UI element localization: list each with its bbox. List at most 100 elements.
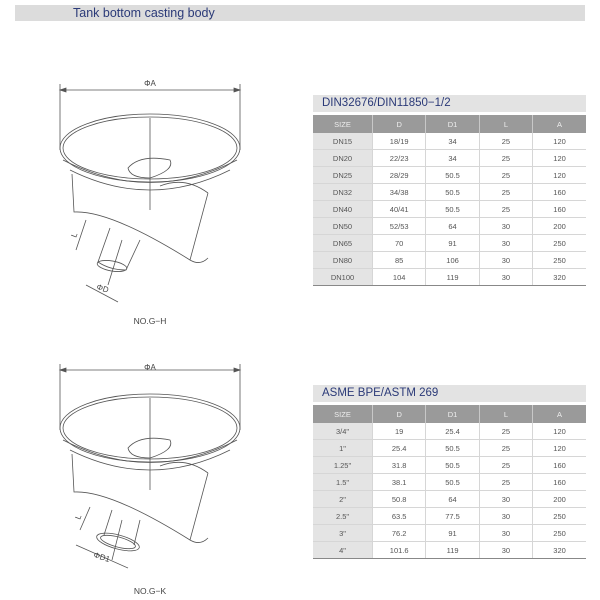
table-row: DN32 34/38 50.5 25 160 <box>313 183 586 201</box>
cell-size: DN25 <box>313 166 373 184</box>
table-row: DN40 40/41 50.5 25 160 <box>313 200 586 218</box>
cell-a: 250 <box>532 251 586 269</box>
cell-d1: 119 <box>425 541 480 559</box>
cell-d: 40/41 <box>372 200 427 218</box>
cell-l: 30 <box>479 541 534 559</box>
cell-l: 30 <box>479 268 534 286</box>
column-header-a: A <box>532 115 586 133</box>
table-row: 1.5" 38.1 50.5 25 160 <box>313 473 586 491</box>
cell-d: 34/38 <box>372 183 427 201</box>
cell-d1: 50.5 <box>425 456 480 474</box>
drawing-label: NO.G−H <box>134 316 167 326</box>
cell-d: 28/29 <box>372 166 427 184</box>
cell-a: 160 <box>532 456 586 474</box>
cell-l: 30 <box>479 490 534 508</box>
cell-size: DN40 <box>313 200 373 218</box>
cell-size: DN50 <box>313 217 373 235</box>
table-row: DN25 28/29 50.5 25 120 <box>313 166 586 184</box>
column-header-a: A <box>532 405 586 423</box>
cell-d1: 50.5 <box>425 200 480 218</box>
cell-d1: 34 <box>425 149 480 167</box>
cell-a: 120 <box>532 133 586 150</box>
cell-l: 25 <box>479 200 534 218</box>
cell-d: 18/19 <box>372 133 427 150</box>
cell-d1: 106 <box>425 251 480 269</box>
cell-size: 1.25" <box>313 456 373 474</box>
cell-d: 38.1 <box>372 473 427 491</box>
cell-l: 25 <box>479 456 534 474</box>
cell-d1: 77.5 <box>425 507 480 525</box>
table-row: DN80 85 106 30 250 <box>313 251 586 269</box>
cell-a: 160 <box>532 183 586 201</box>
cell-d: 76.2 <box>372 524 427 542</box>
cell-size: 4" <box>313 541 373 559</box>
cell-d1: 64 <box>425 490 480 508</box>
section-title-bar: Tank bottom casting body <box>15 5 585 21</box>
table-row: 4" 101.6 119 30 320 <box>313 541 586 559</box>
table-row: DN20 22/23 34 25 120 <box>313 149 586 167</box>
cell-size: 3" <box>313 524 373 542</box>
cell-a: 320 <box>532 268 586 286</box>
column-header-d1: D1 <box>425 115 480 133</box>
cell-a: 250 <box>532 524 586 542</box>
table-row: 2" 50.8 64 30 200 <box>313 490 586 508</box>
table-title: ASME BPE/ASTM 269 <box>313 385 586 402</box>
cell-d: 31.8 <box>372 456 427 474</box>
cell-d1: 50.5 <box>425 439 480 457</box>
column-header-size: SIZE <box>313 115 373 133</box>
cell-l: 25 <box>479 439 534 457</box>
cell-a: 120 <box>532 423 586 440</box>
cell-size: 3/4" <box>313 423 373 440</box>
asme-spec-table: ASME BPE/ASTM 269 SIZE D D1 L A 3/4" 19 25.4 25 1… <box>313 385 586 559</box>
dim-l-label: L <box>69 231 79 239</box>
table-row: 2.5" 63.5 77.5 30 250 <box>313 507 586 525</box>
cell-d1: 64 <box>425 217 480 235</box>
section-title: Tank bottom casting body <box>73 6 215 20</box>
cell-a: 200 <box>532 217 586 235</box>
cell-a: 320 <box>532 541 586 559</box>
cell-d1: 50.5 <box>425 166 480 184</box>
column-header-d1: D1 <box>425 405 480 423</box>
outlet-ferrule <box>75 506 141 569</box>
cell-size: 2" <box>313 490 373 508</box>
dim-d-label: ΦD <box>95 282 110 294</box>
cell-size: DN80 <box>313 251 373 269</box>
dim-a-label: ΦA <box>144 79 156 88</box>
cell-a: 120 <box>532 149 586 167</box>
cell-d1: 25.4 <box>425 423 480 440</box>
cell-d: 19 <box>372 423 427 440</box>
cell-size: 2.5" <box>313 507 373 525</box>
cell-d: 70 <box>372 234 427 252</box>
cell-a: 160 <box>532 200 586 218</box>
cell-d: 104 <box>372 268 427 286</box>
cell-l: 30 <box>479 251 534 269</box>
cell-size: DN15 <box>313 133 373 150</box>
cell-size: 1" <box>313 439 373 457</box>
table-row: DN15 18/19 34 25 120 <box>313 133 586 150</box>
column-header-size: SIZE <box>313 405 373 423</box>
table-row: DN65 70 91 30 250 <box>313 234 586 252</box>
cell-a: 120 <box>532 166 586 184</box>
cell-size: DN32 <box>313 183 373 201</box>
cell-l: 25 <box>479 166 534 184</box>
cell-size: DN20 <box>313 149 373 167</box>
cell-l: 25 <box>479 183 534 201</box>
cell-d: 101.6 <box>372 541 427 559</box>
cell-l: 25 <box>479 133 534 150</box>
din-spec-table: DIN32676/DIN11850−1/2 SIZE D D1 L A DN15 18/19… <box>313 95 586 286</box>
dim-a-label: ΦA <box>144 363 156 372</box>
table-row: 1.25" 31.8 50.5 25 160 <box>313 456 586 474</box>
cell-d: 50.8 <box>372 490 427 508</box>
cell-d1: 34 <box>425 133 480 150</box>
cell-size: DN100 <box>313 268 373 286</box>
cell-d: 63.5 <box>372 507 427 525</box>
cell-d: 85 <box>372 251 427 269</box>
column-header-d: D <box>372 115 427 133</box>
cell-size: DN65 <box>313 234 373 252</box>
cell-d: 52/53 <box>372 217 427 235</box>
cell-l: 25 <box>479 423 534 440</box>
cell-d1: 50.5 <box>425 473 480 491</box>
drawing-label: NO.G−K <box>134 586 167 596</box>
cell-l: 25 <box>479 149 534 167</box>
cell-a: 250 <box>532 507 586 525</box>
